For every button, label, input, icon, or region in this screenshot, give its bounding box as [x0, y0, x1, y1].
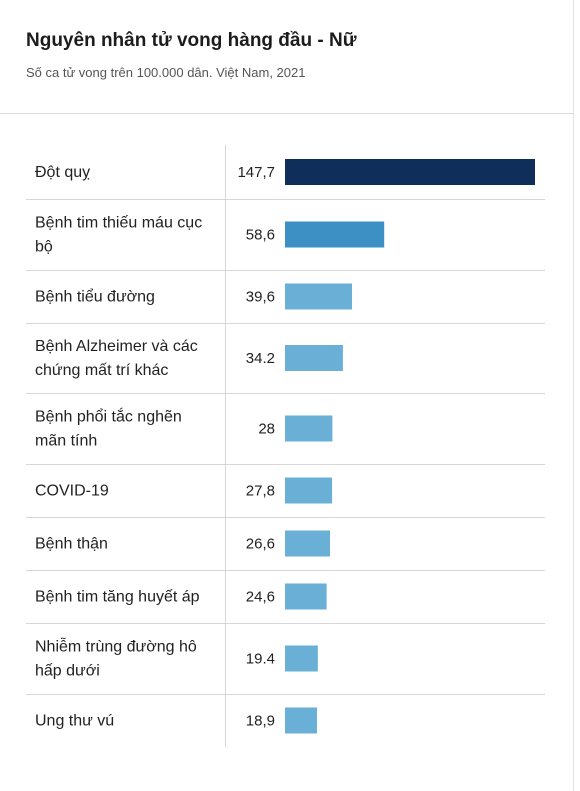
category-label: hấp dưới: [35, 663, 100, 680]
value-label: 19.4: [246, 651, 275, 668]
value-label: 58,6: [246, 227, 275, 244]
bar: [285, 477, 333, 504]
bar: [285, 221, 385, 248]
value-label: 27,8: [246, 483, 275, 500]
category-label: Bệnh tim tăng huyết áp: [35, 589, 200, 606]
value-label: 34.2: [246, 350, 275, 367]
category-label: Bệnh tim thiếu máu cục: [35, 215, 202, 232]
value-label: 39,6: [246, 289, 275, 306]
bar: [285, 530, 331, 557]
category-label: Bệnh tiểu đường: [35, 288, 155, 306]
value-label: 28: [258, 421, 275, 438]
category-label: Ung thư vú: [35, 713, 114, 730]
category-label: Đột quỵ: [35, 164, 90, 181]
bar: [285, 415, 333, 442]
category-label: bộ: [35, 239, 53, 256]
bar: [285, 583, 327, 610]
category-label: COVID-19: [35, 483, 109, 500]
category-label: mãn tính: [35, 433, 97, 450]
bar: [285, 159, 535, 185]
chart-title: Nguyên nhân tử vong hàng đầu - Nữ: [26, 30, 357, 51]
category-label: Nhiễm trùng đường hô: [35, 637, 197, 656]
chart-header: Nguyên nhân tử vong hàng đầu - Nữ Số ca …: [0, 0, 574, 114]
value-label: 18,9: [246, 713, 275, 730]
category-label: Bệnh Alzheimer và các: [35, 338, 198, 355]
value-label: 147,7: [237, 164, 275, 181]
value-label: 24,6: [246, 589, 275, 606]
bar: [285, 283, 353, 310]
bar: [285, 345, 343, 371]
category-label: chứng mất trí khác: [35, 362, 168, 379]
chart-subtitle: Số ca tử vong trên 100.000 dân. Việt Nam…: [26, 65, 306, 80]
right-border: [573, 114, 574, 791]
bar: [285, 645, 318, 672]
bar: [285, 707, 317, 734]
category-label: Bệnh thận: [35, 536, 108, 553]
value-label: 26,6: [246, 536, 275, 553]
category-label: Bệnh phổi tắc nghẽn: [35, 407, 182, 426]
